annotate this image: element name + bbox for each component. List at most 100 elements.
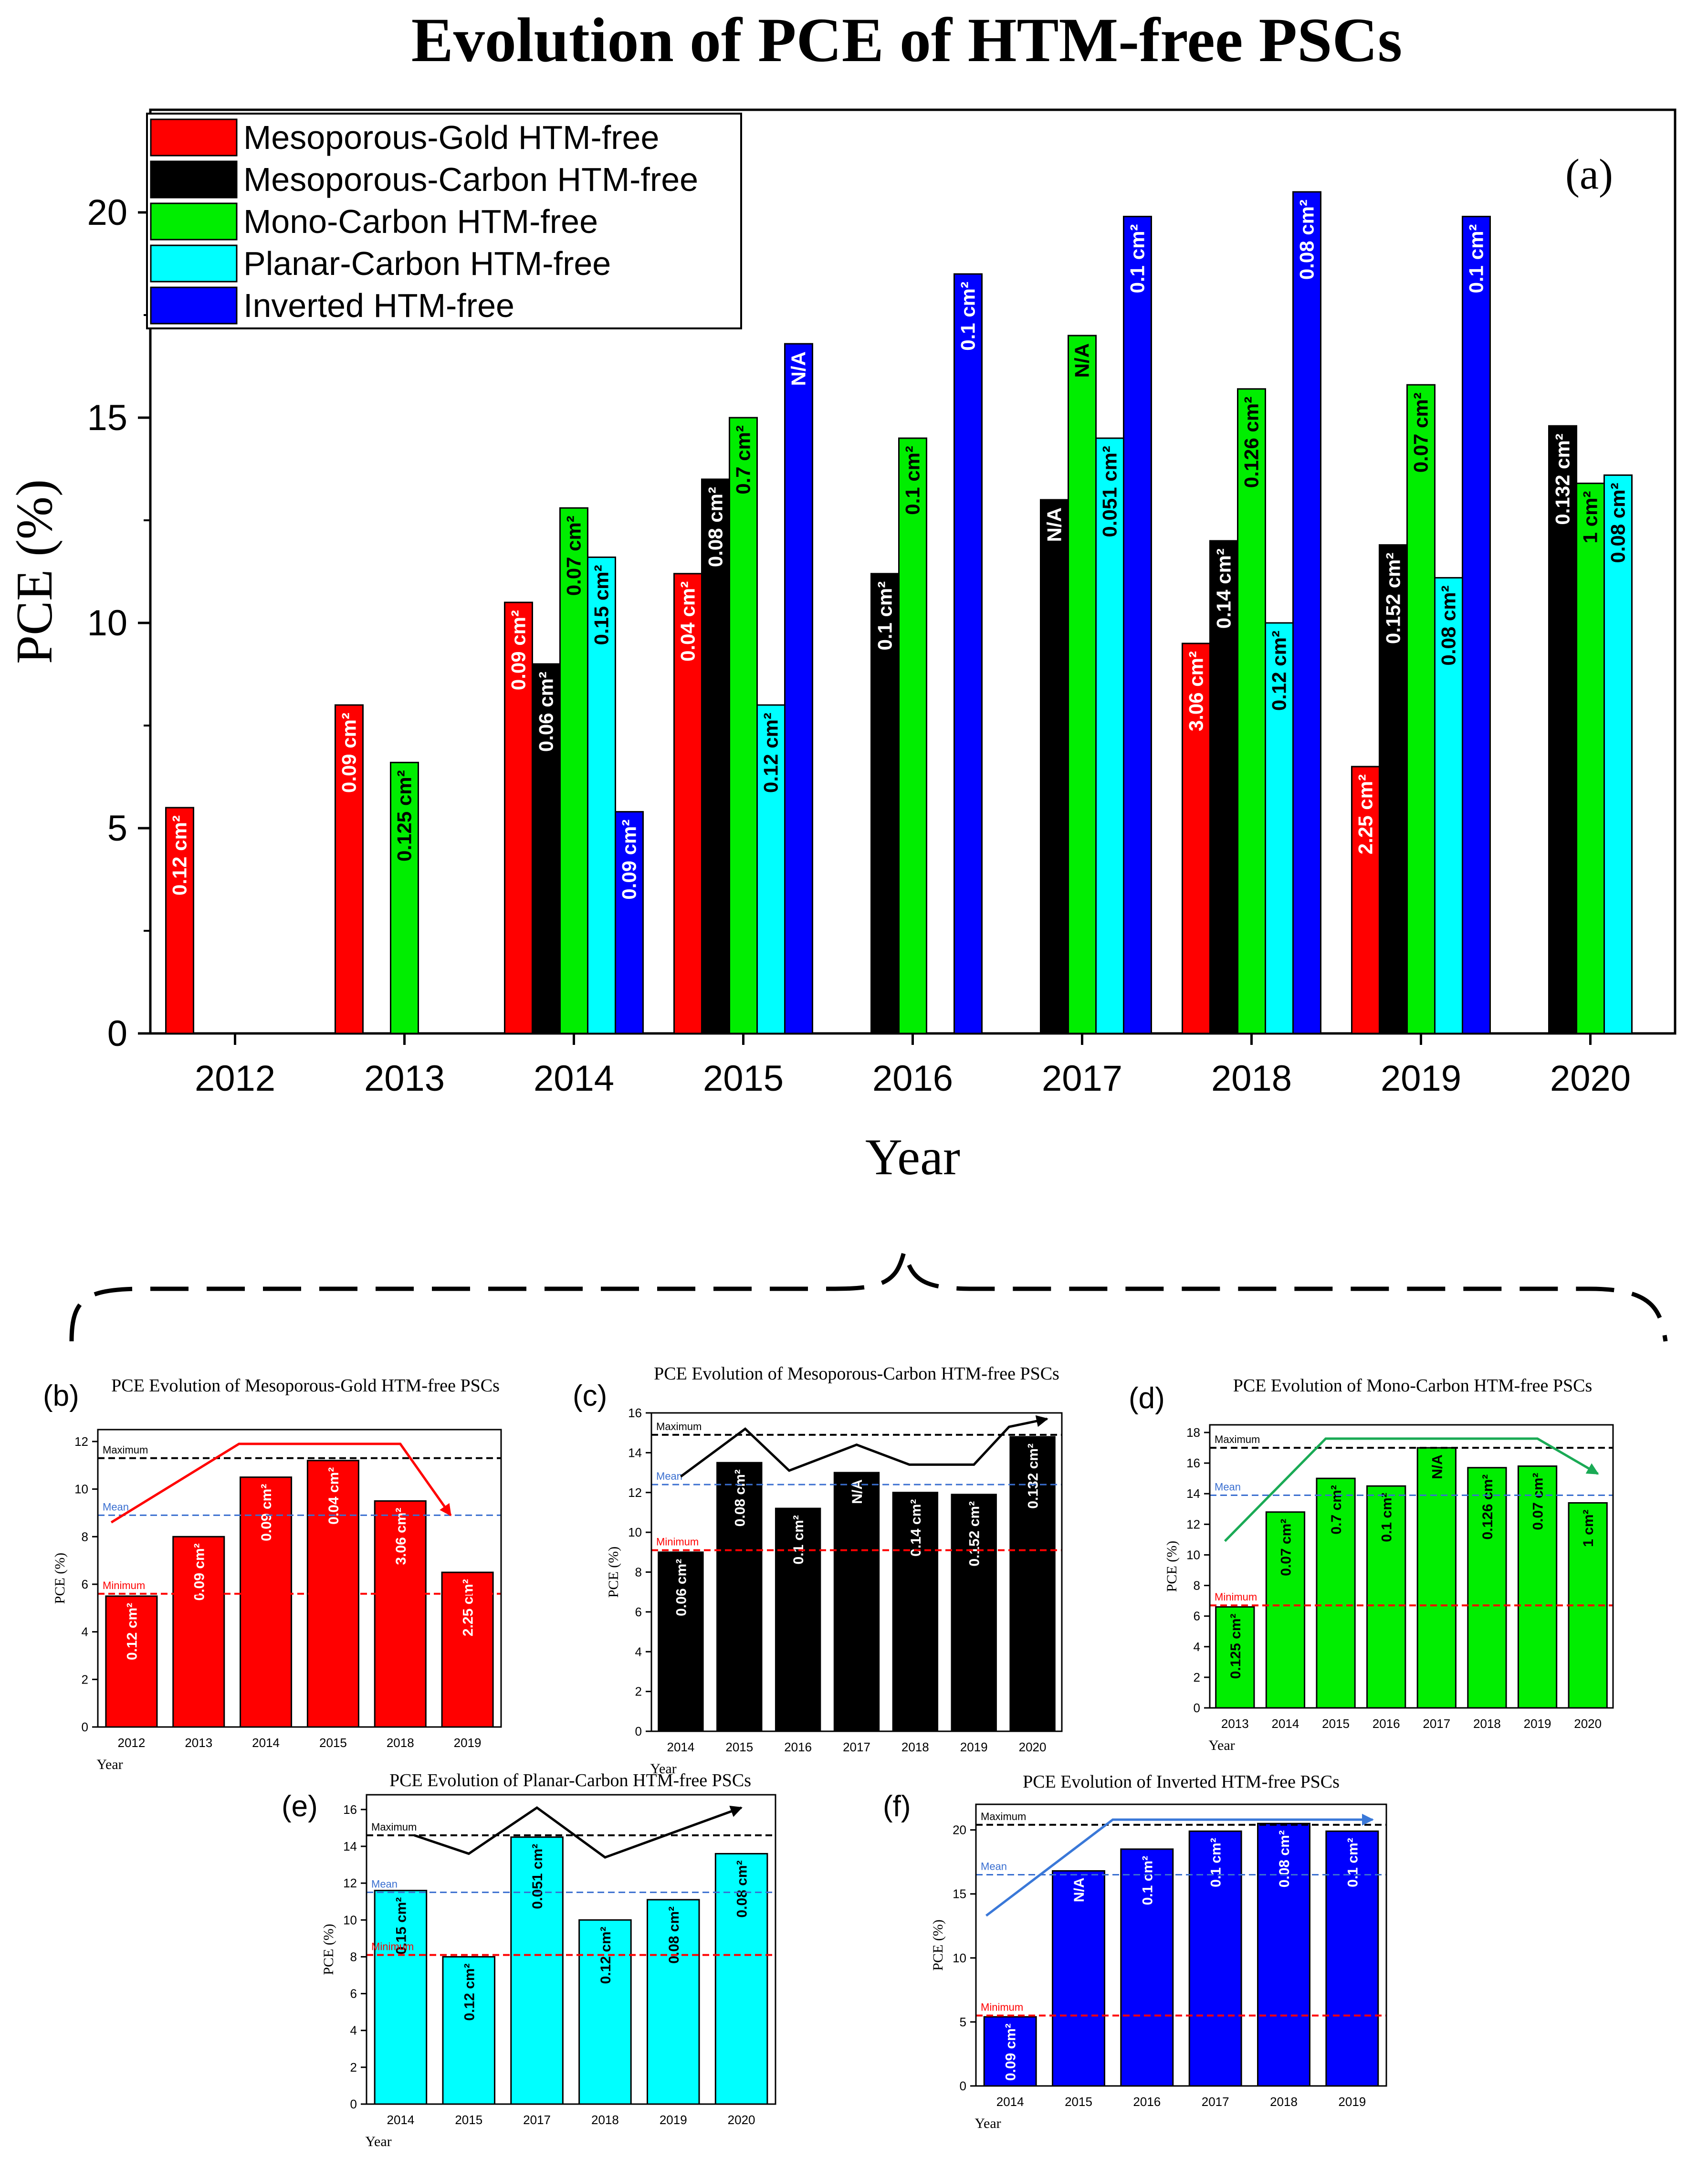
x-axis-title: Year: [365, 2134, 391, 2149]
bar: [374, 1890, 428, 2105]
y-tick-label: 0: [1194, 1701, 1200, 1715]
y-tick-label: 8: [1194, 1579, 1200, 1593]
y-tick-label: 0: [82, 1720, 88, 1734]
bar: [784, 343, 813, 1034]
y-tick-label: 12: [343, 1876, 357, 1890]
x-tick-label: 2018: [1211, 1058, 1292, 1099]
y-axis-title: PCE (%): [930, 1919, 946, 1971]
x-tick-label: 2012: [117, 1736, 145, 1750]
bar: [1366, 1485, 1406, 1709]
reference-label-mean: Mean: [656, 1470, 682, 1482]
x-tick-label: 2018: [387, 1736, 414, 1750]
y-tick-label: 2: [350, 2060, 357, 2074]
bar: [1237, 388, 1266, 1034]
plot-frame: [97, 1429, 502, 1728]
bar: [954, 273, 983, 1034]
bar: [833, 1472, 880, 1732]
bar-label: 0.12 cm²: [461, 1963, 477, 2021]
bar-label: 0.07 cm²: [563, 516, 585, 596]
bar-label: 0.12 cm²: [1268, 631, 1290, 711]
bar: [716, 1462, 763, 1732]
bar-label: N/A: [1043, 507, 1066, 542]
subchart-title: PCE Evolution of Planar-Carbon HTM-free …: [389, 1770, 751, 1790]
bar-label: 2.25 cm²: [1354, 774, 1377, 854]
bar: [775, 1507, 821, 1732]
bar-label: 0.15 cm²: [590, 565, 613, 645]
y-tick-label: 0: [107, 1013, 127, 1054]
legend-swatch: [150, 244, 238, 283]
bar-label: 0.7 cm²: [1329, 1485, 1344, 1534]
bar: [1188, 1830, 1242, 2087]
x-axis-title: Year: [96, 1757, 123, 1772]
bar: [1576, 483, 1605, 1034]
y-tick-label: 4: [82, 1625, 88, 1639]
bar-label: 0.09 cm²: [191, 1543, 207, 1600]
panel-label: (f): [883, 1790, 911, 1823]
x-tick-label: 2020: [728, 2113, 755, 2127]
bar-label: 0.126 cm²: [1480, 1474, 1496, 1540]
y-tick-label: 14: [628, 1445, 642, 1460]
x-tick-label: 2015: [319, 1736, 347, 1750]
bar-label: 0.15 cm²: [393, 1897, 409, 1955]
y-tick-label: 0: [635, 1724, 642, 1738]
trend-arrow: [414, 1805, 743, 1859]
bar: [1009, 1436, 1056, 1732]
legend-label: Mesoporous-Gold HTM-free: [243, 119, 659, 156]
legend-label: Mesoporous-Carbon HTM-free: [243, 161, 698, 198]
bar-label: 0.08 cm²: [1437, 585, 1460, 665]
reference-label-minimum: Minimum: [1215, 1591, 1257, 1603]
bar-label: 1 cm²: [1581, 1509, 1596, 1547]
bar: [532, 663, 561, 1034]
y-tick-label: 10: [74, 1482, 88, 1496]
panel-label: (b): [43, 1379, 79, 1412]
y-tick-label: 10: [953, 1951, 966, 1965]
bar: [729, 417, 758, 1034]
bar: [1462, 216, 1491, 1034]
bar: [335, 704, 364, 1034]
x-tick-label: 2016: [784, 1740, 812, 1754]
legend-label: Planar-Carbon HTM-free: [243, 245, 611, 282]
bar-label: 0.1 cm²: [1465, 224, 1488, 294]
subchart-title: PCE Evolution of Mesoporous-Gold HTM-fre…: [111, 1376, 500, 1396]
y-tick-label: 16: [1186, 1456, 1200, 1470]
x-tick-label: 2018: [1270, 2095, 1298, 2109]
reference-label-maximum: Maximum: [656, 1421, 702, 1432]
y-axis-title: PCE (%): [52, 1553, 68, 1604]
bar-label: 0.14 cm²: [908, 1499, 924, 1557]
x-tick-label: 2018: [591, 2113, 619, 2127]
subchart-title: PCE Evolution of Mono-Carbon HTM-free PS…: [1233, 1376, 1593, 1396]
y-tick-label: 5: [960, 2015, 966, 2029]
bar: [1406, 384, 1436, 1034]
reference-label-maximum: Maximum: [981, 1811, 1026, 1822]
y-tick-label: 12: [1186, 1517, 1200, 1531]
x-tick-label: 2019: [660, 2113, 687, 2127]
bar: [1467, 1467, 1507, 1709]
x-axis-title: Year: [1208, 1737, 1235, 1753]
x-tick-label: 2013: [364, 1058, 445, 1099]
bar: [1182, 642, 1211, 1034]
bar-label: 0.06 cm²: [535, 672, 557, 752]
bar: [646, 1899, 700, 2105]
subchart-mesoporous-gold: PCE Evolution of Mesoporous-Gold HTM-fre…: [43, 1376, 502, 1772]
bar-label: N/A: [1071, 1877, 1087, 1902]
x-tick-label: 2020: [1574, 1716, 1602, 1731]
bar-label: 0.1 cm²: [874, 581, 896, 651]
trend-arrow: [110, 1442, 452, 1524]
x-tick-label: 2019: [1338, 2095, 1366, 2109]
y-tick-label: 10: [343, 1913, 357, 1927]
bar-label: 0.12 cm²: [168, 815, 191, 895]
bar-label: N/A: [787, 351, 810, 386]
bar-label: N/A: [849, 1479, 865, 1504]
panel-brace: [69, 1250, 1668, 1342]
bar-label: 0.1 cm²: [1379, 1493, 1395, 1542]
bar-label: 0.14 cm²: [1213, 548, 1235, 629]
y-tick-label: 15: [953, 1887, 966, 1901]
reference-label-maximum: Maximum: [103, 1444, 148, 1456]
bar: [898, 437, 927, 1034]
trend-arrow: [680, 1415, 1048, 1478]
reference-label-minimum: Minimum: [103, 1579, 145, 1591]
plot-frame: [1209, 1424, 1614, 1709]
bar-label: 0.051 cm²: [530, 1844, 545, 1909]
y-tick-label: 15: [87, 398, 127, 438]
